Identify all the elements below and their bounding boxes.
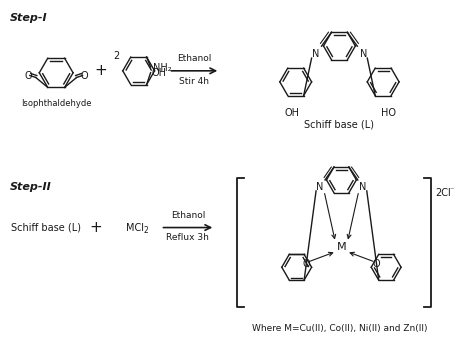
Text: HO: HO — [381, 108, 396, 118]
Text: +: + — [90, 220, 102, 235]
Text: OH: OH — [152, 68, 166, 78]
Text: N: N — [360, 49, 367, 59]
Text: Ethanol: Ethanol — [171, 211, 205, 219]
Text: ⁻: ⁻ — [450, 185, 454, 194]
Text: +: + — [94, 63, 107, 78]
Text: O: O — [373, 259, 381, 269]
Text: Schiff base (L): Schiff base (L) — [304, 120, 374, 130]
Text: 2Cl: 2Cl — [435, 188, 451, 198]
Text: Reflux 3h: Reflux 3h — [166, 234, 210, 243]
Text: O: O — [302, 259, 310, 269]
Text: Where M=Cu(II), Co(II), Ni(II) and Zn(II): Where M=Cu(II), Co(II), Ni(II) and Zn(II… — [252, 324, 427, 333]
Text: Step-II: Step-II — [9, 182, 51, 192]
Text: MCl: MCl — [126, 223, 144, 233]
Text: 2: 2 — [144, 226, 148, 235]
Text: O: O — [81, 71, 88, 80]
Text: Step-I: Step-I — [9, 13, 47, 23]
Text: Ethanol: Ethanol — [177, 54, 211, 63]
Text: OH: OH — [284, 108, 299, 118]
Text: Isophthaldehyde: Isophthaldehyde — [21, 99, 91, 108]
Text: Stir 4h: Stir 4h — [179, 77, 210, 86]
Text: NH₂: NH₂ — [153, 63, 171, 73]
Text: O: O — [24, 71, 32, 80]
Text: 2: 2 — [114, 51, 120, 61]
Text: M: M — [337, 243, 346, 252]
Text: Schiff base (L): Schiff base (L) — [11, 223, 81, 233]
Text: N: N — [312, 49, 319, 59]
Text: N: N — [316, 182, 324, 192]
Text: N: N — [359, 182, 366, 192]
